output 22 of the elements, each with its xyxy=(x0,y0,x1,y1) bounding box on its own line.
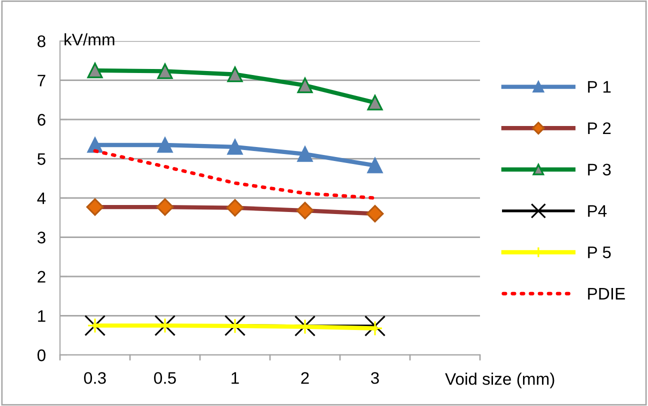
x-axis-title: Void size (mm) xyxy=(445,372,554,388)
x-tick-label: 0.5 xyxy=(154,372,176,384)
legend-label: P 1 xyxy=(588,81,611,93)
legend-label: P4 xyxy=(588,205,607,217)
y-tick-label: 0 xyxy=(37,349,46,362)
y-tick-label: 2 xyxy=(38,270,46,283)
x-tick-label: 1 xyxy=(232,372,239,384)
legend-label: P 5 xyxy=(588,246,611,258)
legend-label: P 3 xyxy=(588,164,611,176)
y-tick-label: 5 xyxy=(38,153,46,165)
y-tick-label: 7 xyxy=(38,74,46,86)
x-tick-label: 2 xyxy=(301,372,309,384)
y-tick-label: 8 xyxy=(38,35,46,48)
y-tick-label: 1 xyxy=(38,310,46,322)
y-tick-label: 6 xyxy=(38,114,46,126)
legend-label: PDIE xyxy=(588,288,625,300)
y-tick-label: 4 xyxy=(37,192,46,204)
x-tick-label: 3 xyxy=(371,372,379,384)
legend-label: P 2 xyxy=(588,122,611,134)
y-axis-title: kV/mm xyxy=(64,33,114,46)
x-tick-label: 0.3 xyxy=(84,372,106,384)
y-tick-label: 3 xyxy=(37,232,46,244)
